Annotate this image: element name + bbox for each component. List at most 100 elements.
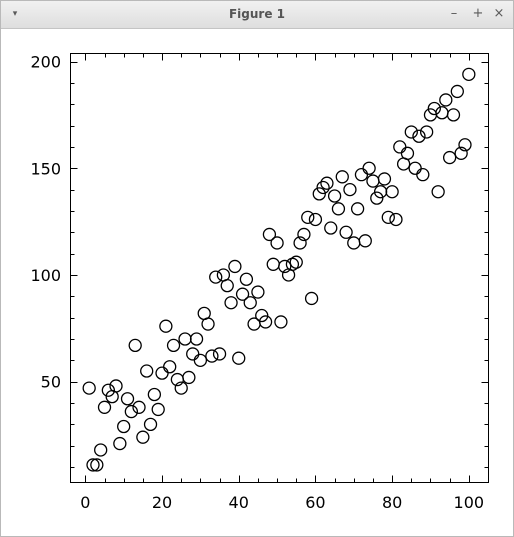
scatter-point [385, 185, 399, 199]
scatter-point [419, 125, 434, 139]
scatter-point [458, 138, 472, 152]
scatter-point [86, 458, 100, 472]
scatter-point [228, 259, 242, 274]
scatter-point [301, 210, 315, 224]
scatter-point [232, 351, 246, 365]
scatter-point [404, 125, 418, 139]
axes-frame [70, 53, 489, 483]
minimize-icon[interactable]: – [450, 6, 458, 21]
scatter-point [97, 400, 112, 414]
scatter-point [124, 404, 139, 419]
scatter-point [439, 93, 453, 107]
y-tick-label: 200 [30, 53, 61, 72]
scatter-point [347, 236, 361, 250]
scatter-point [400, 146, 415, 160]
scatter-point [209, 270, 223, 284]
scatter-point [163, 360, 177, 374]
scatter-point [266, 257, 280, 271]
scatter-point [377, 172, 392, 186]
scatter-point [308, 212, 323, 227]
scatter-point [443, 150, 457, 165]
scatter-point [235, 287, 250, 301]
scatter-point [324, 221, 338, 235]
scatter-point [113, 436, 127, 451]
title-bar: ▾ Figure 1 – + × [1, 1, 513, 29]
scatter-point [358, 234, 372, 248]
scatter-point [178, 332, 192, 346]
axis-tick-labels: 0 20 40 60 80 100 50 100 150 200 [30, 53, 484, 512]
scatter-point [446, 108, 461, 122]
scatter-point [350, 202, 365, 216]
scatter-point [151, 402, 165, 417]
scatter-point [224, 296, 238, 310]
scatter-point [147, 387, 162, 402]
scatter-point [220, 278, 234, 293]
data-points [82, 67, 476, 472]
scatter-point [189, 332, 204, 346]
scatter-point [82, 381, 96, 395]
scatter-point [278, 259, 292, 274]
axis-ticks [70, 53, 489, 483]
scatter-point [416, 168, 430, 182]
scatter-point [381, 210, 395, 224]
scatter-point [193, 353, 208, 367]
scatter-point [297, 227, 311, 242]
scatter-point [159, 319, 173, 333]
scatter-point [366, 174, 380, 188]
scatter-point [343, 182, 357, 197]
scatter-point [393, 140, 407, 154]
scatter-point [255, 308, 269, 323]
scatter-point [258, 315, 273, 329]
scatter-point [182, 370, 196, 385]
scatter-point [94, 443, 108, 457]
maximize-icon[interactable]: + [472, 6, 484, 21]
scatter-point [132, 400, 146, 414]
x-tick-label: 40 [229, 493, 249, 512]
y-tick-label: 150 [30, 159, 61, 178]
scatter-point [201, 317, 215, 331]
scatter-point [128, 338, 142, 353]
scatter-point [389, 212, 403, 227]
scatter-point [462, 67, 476, 81]
scatter-point [370, 191, 384, 205]
x-tick-label: 80 [382, 493, 402, 512]
scatter-point [136, 430, 150, 444]
scatter-point [274, 315, 288, 329]
scatter-point [293, 236, 307, 250]
close-icon[interactable]: × [493, 6, 505, 21]
scatter-point [408, 161, 422, 175]
scatter-point [239, 272, 254, 286]
scatter-point [262, 227, 277, 242]
scatter-point [362, 161, 376, 175]
scatter-point [320, 176, 334, 190]
scatter-point [289, 255, 303, 269]
scatter-point [186, 347, 200, 361]
scatter-point [450, 84, 464, 99]
scatter-point [270, 236, 284, 250]
window-menu-icon[interactable]: ▾ [12, 9, 18, 19]
scatter-point [454, 146, 468, 160]
scatter-chart: 0 20 40 60 80 100 50 100 150 200 [30, 53, 489, 512]
scatter-point [90, 458, 104, 472]
scatter-point [140, 364, 154, 378]
y-tick-label: 50 [41, 373, 61, 392]
x-tick-label: 100 [454, 493, 485, 512]
scatter-point [339, 225, 353, 239]
scatter-point [101, 383, 115, 397]
scatter-point [327, 189, 342, 203]
scatter-point [117, 419, 131, 434]
scatter-point [143, 417, 158, 432]
scatter-point [316, 180, 330, 195]
scatter-point [243, 296, 257, 310]
x-tick-label: 0 [80, 493, 90, 512]
scatter-point [335, 170, 349, 184]
y-tick-label: 100 [30, 266, 61, 285]
x-tick-label: 20 [152, 493, 172, 512]
scatter-point [212, 347, 227, 361]
scatter-point [331, 202, 346, 216]
scatter-point [166, 338, 181, 353]
window-title: Figure 1 [228, 7, 286, 21]
scatter-point [109, 379, 123, 393]
scatter-point [354, 168, 369, 182]
